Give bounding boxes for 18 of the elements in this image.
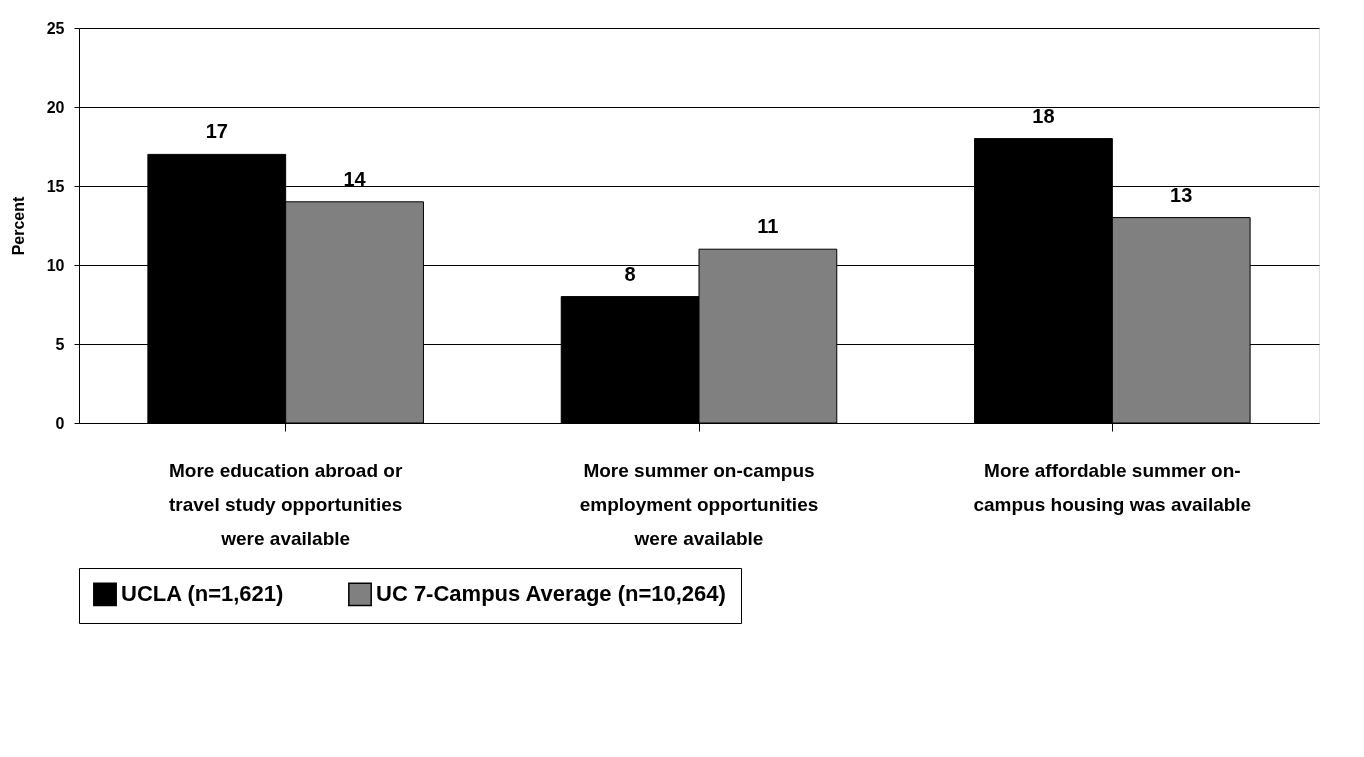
y-tick-label: 5 [55, 335, 65, 353]
y-tick-label: 10 [46, 256, 65, 274]
data-label: 17 [205, 120, 228, 143]
y-tick-label: 0 [55, 414, 65, 432]
x-tick-label: More affordable summer on-campus housing was available [973, 459, 1252, 515]
x-tick-label: More summer on-campus employment opportunities were available [579, 459, 819, 549]
legend-label: UC 7-Campus Average (n=10,264) [376, 581, 726, 607]
y-tick-label: 20 [46, 98, 65, 116]
data-label: 11 [757, 215, 779, 238]
data-label: 8 [624, 262, 636, 285]
y-tick-label: 25 [46, 19, 65, 37]
data-label: 18 [1032, 104, 1055, 127]
legend-label: UCLA (n=1,621) [121, 581, 284, 607]
y-tick-label: 15 [46, 177, 65, 195]
x-tick-label: More education abroad or travel study opportunities were available [169, 459, 403, 549]
y-axis-title: Percent [9, 195, 27, 256]
data-label: 14 [343, 167, 367, 190]
data-label: 13 [1170, 183, 1193, 206]
